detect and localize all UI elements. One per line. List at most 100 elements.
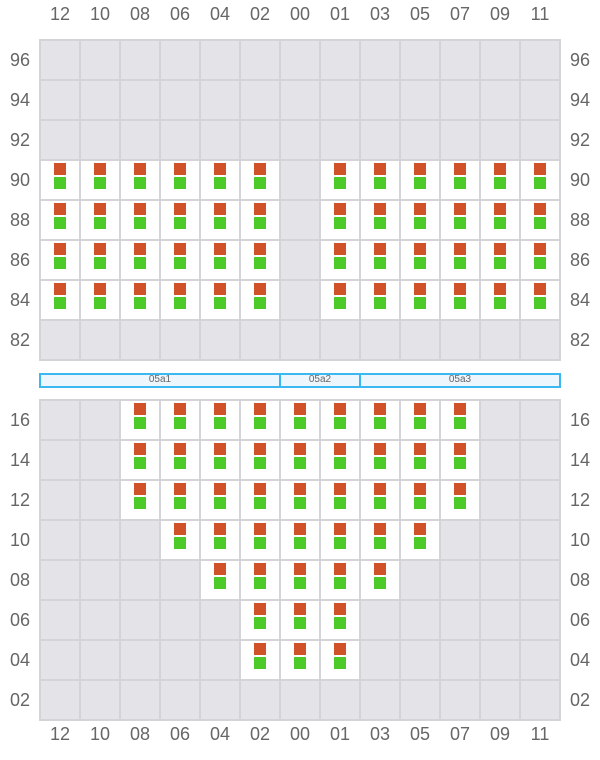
rack-cell-94-06[interactable] [161,81,199,119]
rack-cell-84-06[interactable] [161,281,199,319]
rack-cell-08-10[interactable] [81,561,119,599]
rack-cell-92-03[interactable] [361,121,399,159]
rack-cell-02-03[interactable] [361,681,399,719]
rack-cell-84-00[interactable] [281,281,319,319]
rack-cell-94-09[interactable] [481,81,519,119]
rack-cell-10-09[interactable] [481,521,519,559]
rack-cell-84-11[interactable] [521,281,559,319]
rack-cell-04-11[interactable] [521,641,559,679]
rack-cell-02-02[interactable] [241,681,279,719]
rack-cell-06-05[interactable] [401,601,439,639]
rack-cell-04-03[interactable] [361,641,399,679]
rack-cell-90-11[interactable] [521,161,559,199]
rack-cell-86-03[interactable] [361,241,399,279]
rack-cell-96-11[interactable] [521,41,559,79]
rack-cell-90-10[interactable] [81,161,119,199]
rack-cell-90-12[interactable] [41,161,79,199]
rack-cell-06-12[interactable] [41,601,79,639]
rack-cell-84-07[interactable] [441,281,479,319]
rack-cell-82-08[interactable] [121,321,159,359]
rack-cell-82-02[interactable] [241,321,279,359]
rack-cell-94-11[interactable] [521,81,559,119]
rack-cell-84-02[interactable] [241,281,279,319]
rack-cell-86-11[interactable] [521,241,559,279]
rack-cell-12-11[interactable] [521,481,559,519]
rack-cell-04-08[interactable] [121,641,159,679]
rack-cell-86-02[interactable] [241,241,279,279]
rack-cell-92-05[interactable] [401,121,439,159]
rack-cell-02-06[interactable] [161,681,199,719]
rack-cell-82-05[interactable] [401,321,439,359]
rack-cell-04-09[interactable] [481,641,519,679]
rack-cell-08-05[interactable] [401,561,439,599]
rack-cell-16-08[interactable] [121,401,159,439]
rack-cell-14-07[interactable] [441,441,479,479]
rack-cell-06-07[interactable] [441,601,479,639]
rack-cell-84-04[interactable] [201,281,239,319]
rack-cell-90-03[interactable] [361,161,399,199]
rack-cell-02-04[interactable] [201,681,239,719]
rack-cell-08-00[interactable] [281,561,319,599]
rack-cell-02-11[interactable] [521,681,559,719]
rack-cell-14-03[interactable] [361,441,399,479]
rack-cell-92-09[interactable] [481,121,519,159]
rack-cell-82-09[interactable] [481,321,519,359]
rack-cell-10-11[interactable] [521,521,559,559]
rack-cell-94-05[interactable] [401,81,439,119]
rack-cell-94-00[interactable] [281,81,319,119]
rack-cell-86-01[interactable] [321,241,359,279]
rack-cell-84-05[interactable] [401,281,439,319]
rack-cell-14-11[interactable] [521,441,559,479]
rack-cell-06-09[interactable] [481,601,519,639]
rack-cell-14-00[interactable] [281,441,319,479]
rack-cell-88-07[interactable] [441,201,479,239]
rack-cell-96-07[interactable] [441,41,479,79]
rack-cell-10-00[interactable] [281,521,319,559]
rack-cell-14-09[interactable] [481,441,519,479]
rack-cell-96-01[interactable] [321,41,359,79]
rack-cell-82-10[interactable] [81,321,119,359]
rack-cell-86-08[interactable] [121,241,159,279]
rack-cell-04-10[interactable] [81,641,119,679]
rack-cell-16-00[interactable] [281,401,319,439]
rack-cell-96-04[interactable] [201,41,239,79]
rack-cell-08-02[interactable] [241,561,279,599]
rack-cell-16-10[interactable] [81,401,119,439]
rack-cell-06-06[interactable] [161,601,199,639]
rack-cell-92-00[interactable] [281,121,319,159]
rack-cell-08-12[interactable] [41,561,79,599]
rack-cell-94-12[interactable] [41,81,79,119]
rack-cell-16-07[interactable] [441,401,479,439]
rack-cell-10-06[interactable] [161,521,199,559]
rack-cell-92-10[interactable] [81,121,119,159]
rack-cell-88-09[interactable] [481,201,519,239]
rack-cell-94-02[interactable] [241,81,279,119]
rack-cell-02-01[interactable] [321,681,359,719]
rack-cell-96-03[interactable] [361,41,399,79]
rack-cell-84-12[interactable] [41,281,79,319]
rack-cell-94-04[interactable] [201,81,239,119]
rack-cell-10-07[interactable] [441,521,479,559]
rack-cell-16-12[interactable] [41,401,79,439]
rack-cell-06-01[interactable] [321,601,359,639]
rack-cell-90-06[interactable] [161,161,199,199]
rack-cell-90-09[interactable] [481,161,519,199]
rack-cell-14-06[interactable] [161,441,199,479]
rack-cell-86-06[interactable] [161,241,199,279]
rack-cell-04-04[interactable] [201,641,239,679]
rack-cell-96-00[interactable] [281,41,319,79]
rack-cell-04-02[interactable] [241,641,279,679]
rack-cell-94-10[interactable] [81,81,119,119]
rack-cell-08-06[interactable] [161,561,199,599]
rack-cell-82-03[interactable] [361,321,399,359]
rack-cell-14-05[interactable] [401,441,439,479]
rack-cell-06-03[interactable] [361,601,399,639]
rack-cell-04-00[interactable] [281,641,319,679]
rack-cell-04-01[interactable] [321,641,359,679]
rack-cell-04-07[interactable] [441,641,479,679]
rack-cell-90-00[interactable] [281,161,319,199]
rack-cell-10-03[interactable] [361,521,399,559]
rack-cell-16-06[interactable] [161,401,199,439]
rack-cell-06-08[interactable] [121,601,159,639]
rack-cell-10-08[interactable] [121,521,159,559]
